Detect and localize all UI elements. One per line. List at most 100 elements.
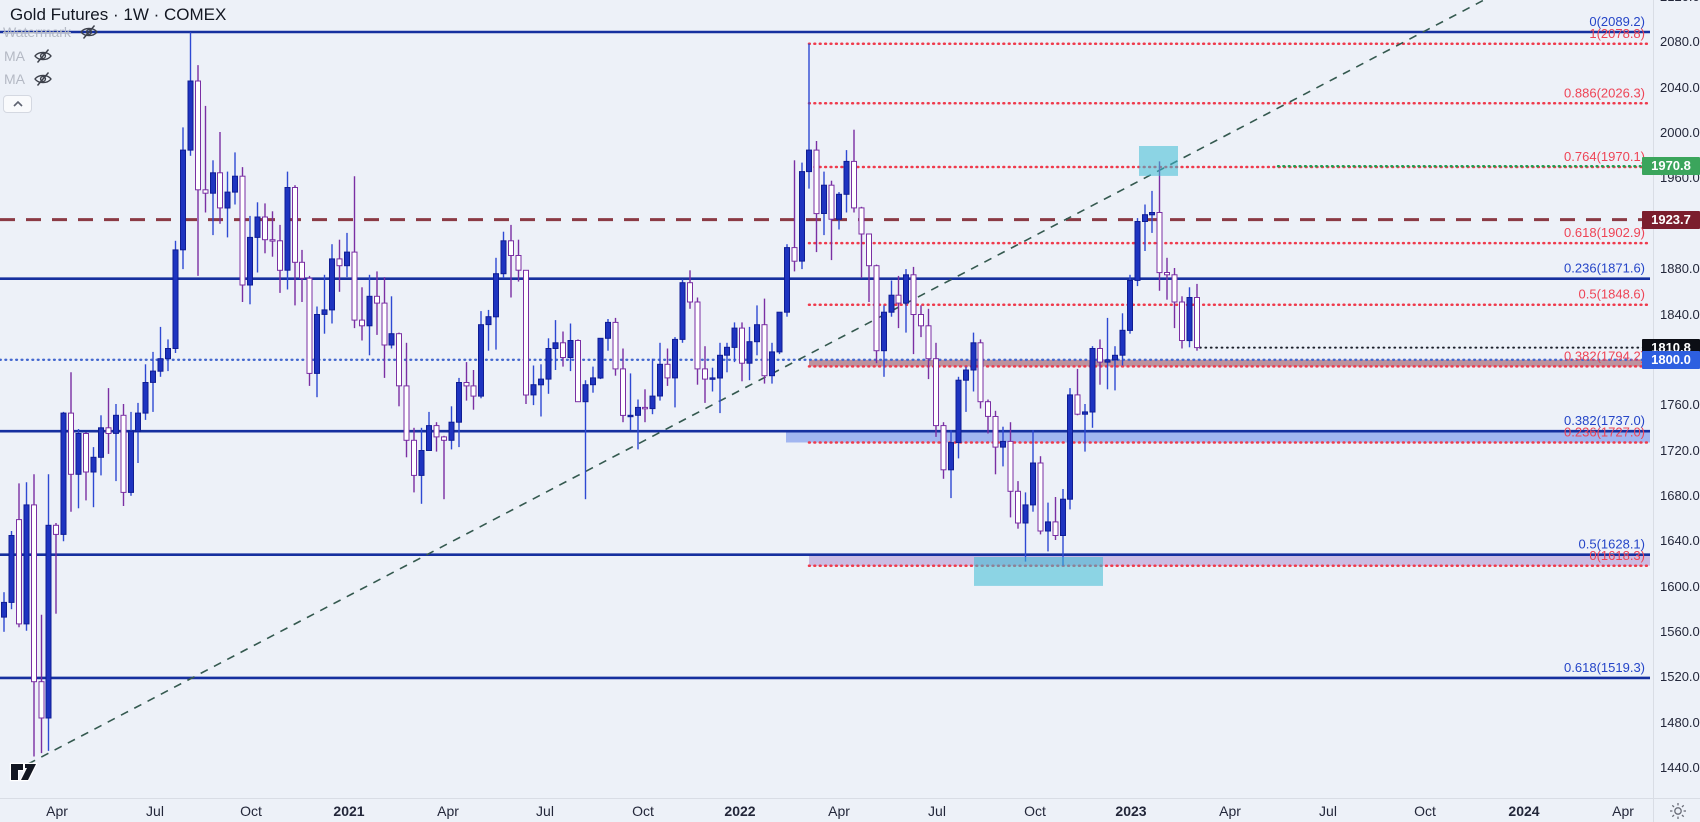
- price-axis[interactable]: 2120.02080.02040.02000.01960.01880.01840…: [1642, 0, 1700, 798]
- candle-body: [120, 414, 127, 493]
- candle-body: [970, 342, 977, 371]
- candle: [426, 411, 432, 452]
- candle-body: [232, 175, 238, 193]
- candle: [552, 320, 559, 370]
- fib-level-label-blue: 0.618(1519.3): [1564, 660, 1645, 675]
- candle-body: [925, 325, 932, 360]
- candle: [105, 388, 112, 454]
- candle-body: [142, 382, 149, 414]
- candle: [888, 280, 895, 317]
- time-axis[interactable]: Apr Jul Oct 2021 Apr Jul Oct 2022 Apr Jul Oct 2023 A…: [0, 798, 1653, 822]
- candle-body: [664, 363, 671, 379]
- candle-body: [717, 354, 723, 379]
- time-axis-label: Oct: [240, 803, 262, 819]
- candle-body: [612, 321, 619, 370]
- candle: [269, 211, 276, 257]
- eye-off-icon[interactable]: [79, 24, 99, 40]
- candle: [806, 43, 812, 189]
- candle-body: [396, 333, 402, 387]
- watermark-indicator-label: Watermark: [3, 24, 71, 40]
- candle: [903, 269, 909, 333]
- candle-body: [90, 456, 97, 473]
- candle-body: [292, 187, 298, 263]
- candle-body: [1000, 440, 1006, 448]
- candle: [679, 279, 686, 343]
- eye-off-icon[interactable]: [33, 48, 53, 64]
- candle: [605, 319, 611, 351]
- candle-body: [828, 184, 835, 220]
- candle-body: [31, 504, 37, 683]
- candle-body: [806, 149, 812, 173]
- candle: [620, 348, 626, 423]
- candle: [1171, 268, 1178, 329]
- candle-body: [366, 295, 373, 327]
- candle-body: [113, 414, 119, 434]
- candle: [68, 372, 74, 512]
- candle: [1156, 161, 1163, 291]
- candle: [933, 342, 939, 437]
- candle-body: [702, 368, 708, 380]
- legend-collapse-button[interactable]: [3, 95, 32, 113]
- fib-level-label-blue: 0.236(1871.6): [1564, 261, 1645, 276]
- price-chart-plot[interactable]: 1(2078.8) 0.886(2026.3) 0.764(1970.1) 0.618…: [0, 0, 1653, 798]
- trendline[interactable]: [27, 0, 1485, 765]
- top-box-2023-high[interactable]: [1139, 146, 1178, 176]
- candle-body: [523, 269, 529, 396]
- candle: [1097, 339, 1103, 385]
- legend-row-ma1: MA: [4, 48, 53, 64]
- candle-body: [239, 175, 246, 286]
- candle-body: [202, 189, 209, 194]
- candle: [1030, 430, 1036, 512]
- candle: [1, 592, 7, 632]
- price-axis-tick: 1480.0: [1660, 714, 1700, 730]
- candle-body: [575, 340, 581, 403]
- tradingview-logo[interactable]: [8, 760, 40, 789]
- candle: [202, 105, 209, 213]
- candle: [881, 305, 887, 377]
- time-axis-label: Oct: [632, 803, 654, 819]
- candle: [493, 257, 499, 350]
- candle: [642, 389, 648, 423]
- fib-level-label-red: 0.764(1970.1): [1564, 149, 1645, 164]
- time-axis-label: Oct: [1024, 803, 1046, 819]
- candle-body: [224, 191, 231, 209]
- candle-body: [83, 433, 89, 473]
- candle: [784, 244, 790, 317]
- candle: [478, 311, 484, 399]
- candle: [344, 232, 350, 278]
- candle: [1000, 426, 1006, 467]
- candle: [694, 297, 701, 385]
- fib-level-label-red: 0.5(1848.6): [1579, 287, 1646, 302]
- candle-body: [948, 442, 954, 471]
- candle: [523, 269, 529, 404]
- fib-zone-1727-1737[interactable]: [786, 431, 1650, 443]
- candle-body: [672, 338, 678, 379]
- price-axis-tick: 1880.0: [1660, 261, 1700, 277]
- candle: [210, 160, 216, 236]
- candle: [895, 275, 902, 329]
- candle: [717, 342, 723, 414]
- candle-body: [1022, 504, 1029, 524]
- candle: [75, 429, 82, 509]
- candle: [910, 266, 917, 355]
- candle-body: [135, 412, 141, 432]
- support-box-2022-lows[interactable]: [974, 557, 1103, 586]
- candle: [403, 342, 410, 458]
- candle-body: [1194, 297, 1200, 349]
- candle: [992, 410, 999, 475]
- fib-level-label-blue: 0.5(1628.1): [1579, 537, 1646, 552]
- candle: [329, 244, 335, 324]
- fib-zone-1618-1628[interactable]: [809, 554, 1650, 566]
- candle-body: [60, 412, 67, 535]
- candle-body: [597, 337, 604, 379]
- price-axis-tick: 1640.0: [1660, 533, 1700, 549]
- candle: [1015, 481, 1021, 529]
- candle: [858, 206, 865, 279]
- candle: [8, 531, 15, 610]
- time-axis-label: Jul: [146, 803, 164, 819]
- candle-body: [441, 436, 447, 441]
- session-sun-icon[interactable]: [1669, 802, 1687, 820]
- time-axis-label: Oct: [1414, 803, 1436, 819]
- fib-zone-1794-1800[interactable]: [809, 359, 1650, 367]
- eye-off-icon[interactable]: [33, 71, 53, 87]
